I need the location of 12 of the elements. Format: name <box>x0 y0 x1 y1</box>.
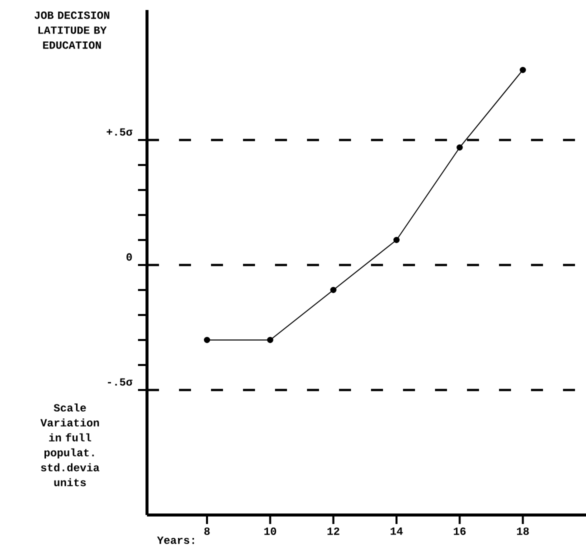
y-tick-label: +.5σ <box>106 128 132 136</box>
text: Scale Variation in full populat. std.devia units <box>40 404 100 486</box>
x-tick-label: 14 <box>390 528 403 535</box>
text: JOB DECISION LATITUDE BY EDUCATION <box>34 12 110 49</box>
x-tick-label: 10 <box>264 528 276 535</box>
x-tick-label: 8 <box>204 528 210 535</box>
x-axis-title: Years: <box>157 536 194 544</box>
y-tick-label: -.5σ <box>108 378 132 386</box>
x-tick-label: 18 <box>517 528 529 535</box>
x-tick-label: 16 <box>454 528 466 535</box>
x-tick-label: 12 <box>328 528 340 535</box>
y-tick-label: 0 <box>126 253 132 261</box>
